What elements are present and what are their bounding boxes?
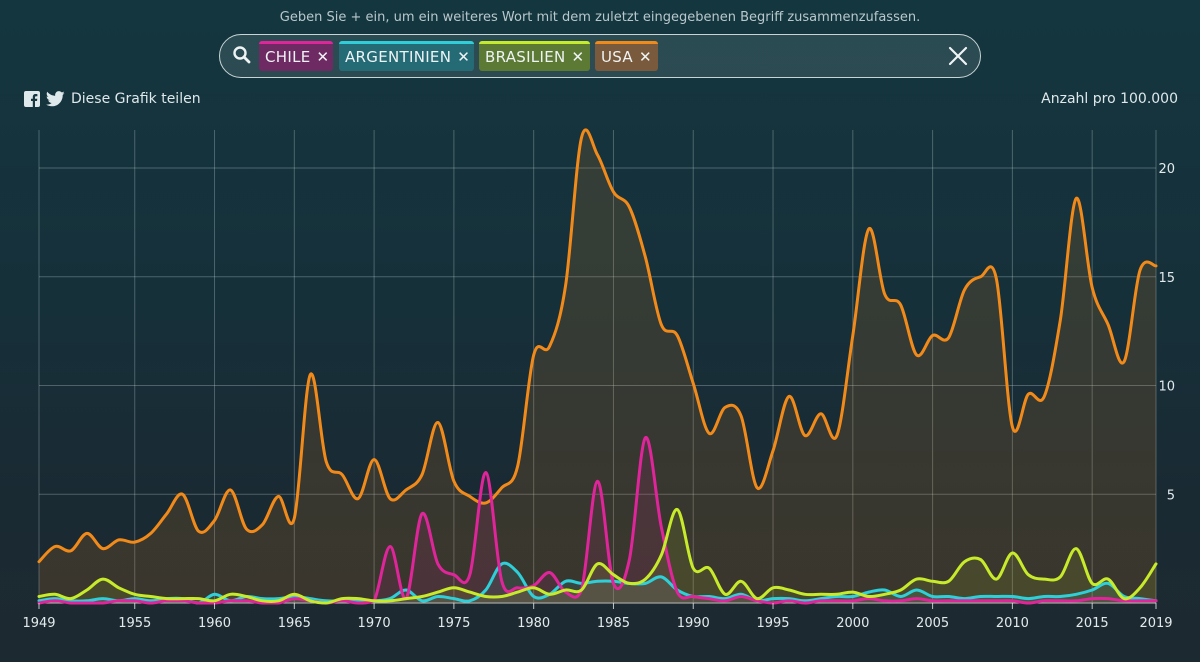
series-area-usa — [39, 129, 1156, 603]
y-tick-label: 10 — [1158, 380, 1175, 395]
series-line-chile — [37, 436, 1158, 605]
tag-label: BRASILIEN — [485, 48, 566, 66]
clear-search-icon[interactable] — [946, 44, 970, 68]
remove-tag-icon[interactable]: ✕ — [571, 48, 585, 66]
x-tick-label: 1965 — [278, 616, 311, 631]
x-tick-label: 2015 — [1076, 616, 1109, 631]
x-tick-label: 1949 — [22, 616, 55, 631]
x-tick-label: 1990 — [677, 616, 710, 631]
tag-label: USA — [601, 48, 633, 66]
share-label[interactable]: Diese Grafik teilen — [71, 91, 201, 107]
y-tick-label: 15 — [1158, 271, 1175, 286]
tag-argentinien: ARGENTINIEN ✕ — [339, 41, 474, 71]
series-line-brasilien — [37, 507, 1158, 605]
remove-tag-icon[interactable]: ✕ — [316, 48, 330, 66]
series-line-usa — [37, 128, 1158, 564]
x-tick-label: 1970 — [358, 616, 391, 631]
x-tick-label: 2010 — [996, 616, 1029, 631]
tag-brasilien: BRASILIEN ✕ — [479, 41, 590, 71]
tag-label: CHILE — [265, 48, 311, 66]
tag-label: ARGENTINIEN — [345, 48, 452, 66]
facebook-icon[interactable] — [24, 91, 40, 107]
series-area-brasilien — [39, 509, 1156, 603]
series-area-chile — [39, 437, 1156, 603]
hint-text: Geben Sie + ein, um ein weiteres Wort mi… — [279, 10, 921, 25]
x-tick-label: 2005 — [916, 616, 949, 631]
search-bar[interactable]: CHILE ✕ ARGENTINIEN ✕ BRASILIEN ✕ USA ✕ — [219, 34, 981, 78]
chart-lines — [37, 128, 1158, 605]
series-line-argentinien — [37, 561, 1158, 605]
y-axis-unit: Anzahl pro 100.000 — [1041, 91, 1178, 107]
x-tick-label: 1995 — [756, 616, 789, 631]
chart-ticks: 1949 1955 1960 1965 1970 1975 1980 1985 1990 1995… — [22, 162, 1175, 631]
share-area: Diese Grafik teilen — [24, 91, 201, 107]
tag-usa: USA ✕ — [595, 41, 658, 71]
y-tick-label: 20 — [1158, 162, 1175, 177]
series-area-argentinien — [39, 563, 1156, 603]
tag-chile: CHILE ✕ — [259, 41, 333, 71]
remove-tag-icon[interactable]: ✕ — [638, 48, 652, 66]
x-tick-label: 1975 — [437, 616, 470, 631]
y-tick-label: 5 — [1167, 488, 1175, 503]
x-tick-label: 1980 — [517, 616, 550, 631]
chart-areas — [39, 129, 1156, 603]
x-tick-label: 1955 — [118, 616, 151, 631]
x-tick-label: 1985 — [597, 616, 630, 631]
x-tick-label: 1960 — [198, 616, 231, 631]
x-tick-label: 2019 — [1139, 616, 1172, 631]
search-icon — [233, 46, 251, 64]
twitter-icon[interactable] — [46, 91, 65, 107]
chart-grid — [38, 130, 1157, 604]
x-tick-label: 2000 — [836, 616, 869, 631]
remove-tag-icon[interactable]: ✕ — [457, 48, 471, 66]
